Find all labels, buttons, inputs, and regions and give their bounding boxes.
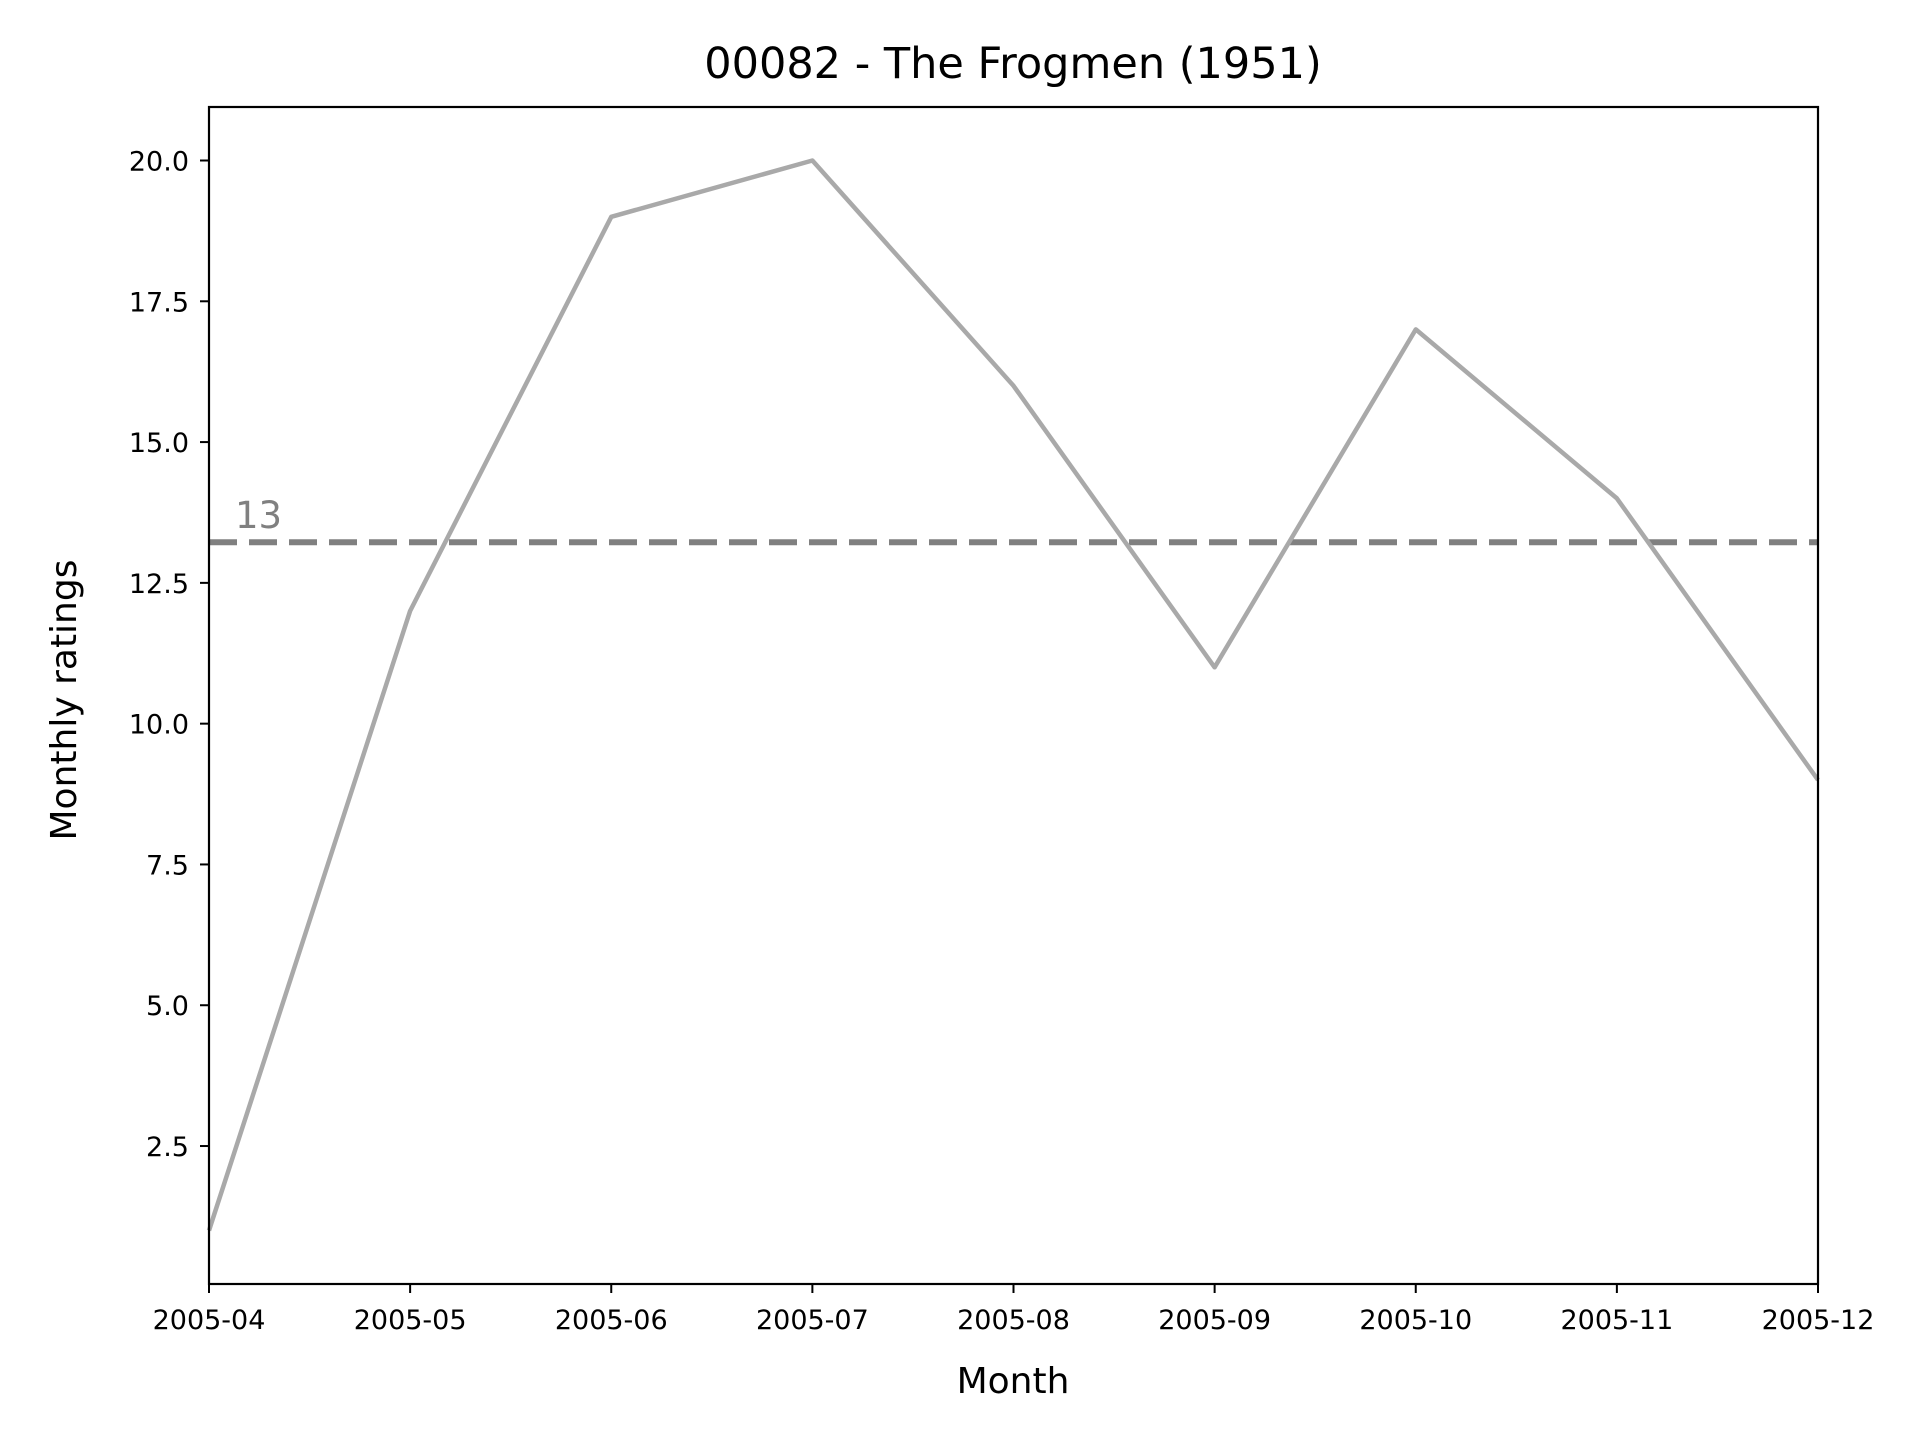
x-axis: 2005-04 2005-05 2005-06 2005-07 2005-08 2005-… xyxy=(153,1284,1875,1336)
plot-area: 13 xyxy=(209,160,1818,1230)
x-tick-label: 2005-05 xyxy=(354,1305,467,1336)
y-tick-label: 2.5 xyxy=(146,1132,189,1163)
x-axis-label: Month xyxy=(957,1361,1070,1402)
x-tick-label: 2005-06 xyxy=(555,1305,668,1336)
mean-reference-label: 13 xyxy=(235,494,282,537)
x-tick-label: 2005-11 xyxy=(1560,1305,1673,1336)
x-tick-label: 2005-12 xyxy=(1762,1305,1875,1336)
y-tick-label: 17.5 xyxy=(129,287,189,318)
y-tick-label: 20.0 xyxy=(129,147,189,178)
x-tick-label: 2005-08 xyxy=(957,1305,1070,1336)
y-axis-label: Monthly ratings xyxy=(44,560,85,841)
y-tick-label: 12.5 xyxy=(129,569,189,600)
plot-frame xyxy=(209,107,1818,1284)
x-tick-label: 2005-07 xyxy=(756,1305,869,1336)
series-line xyxy=(209,161,1818,1231)
y-tick-label: 5.0 xyxy=(146,991,189,1022)
chart-title: 00082 - The Frogmen (1951) xyxy=(704,39,1321,89)
y-tick-label: 7.5 xyxy=(146,850,189,881)
x-tick-label: 2005-04 xyxy=(153,1305,266,1336)
y-tick-label: 15.0 xyxy=(129,428,189,459)
x-tick-label: 2005-10 xyxy=(1359,1305,1472,1336)
y-axis: 2.5 5.0 7.5 10.0 12.5 15.0 17.5 20.0 xyxy=(129,147,209,1164)
x-tick-label: 2005-09 xyxy=(1158,1305,1271,1336)
y-tick-label: 10.0 xyxy=(129,710,189,741)
